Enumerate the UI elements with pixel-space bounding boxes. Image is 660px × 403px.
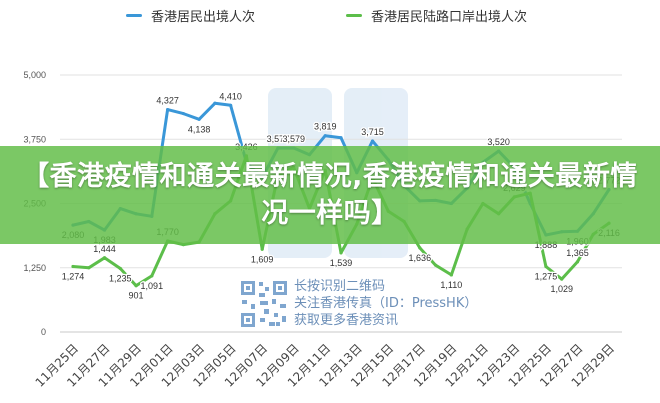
watermark-line: 关注香港传真（ID：PressHK） (294, 296, 478, 311)
legend-item-outbound[interactable]: 香港居民出境人次 (126, 6, 255, 25)
data-point (260, 247, 264, 251)
data-point (575, 260, 580, 264)
data-label: 1,110 (440, 280, 462, 290)
data-label: 3,577 (267, 134, 290, 144)
watermark: 长按识别二维码 关注香港传真（ID：PressHK） 获取更多香港资讯 (238, 278, 477, 334)
watermark-text: 长按识别二维码 关注香港传真（ID：PressHK） 获取更多香港资讯 (294, 278, 477, 329)
qr-code-icon (238, 278, 290, 330)
data-label: 1,275 (535, 271, 558, 281)
y-tick-label: 3,750 (23, 134, 46, 144)
data-point (165, 107, 170, 112)
data-point (213, 101, 217, 105)
data-label: 1,365 (566, 248, 589, 258)
data-point (339, 136, 343, 140)
data-label: 1,235 (109, 274, 132, 284)
y-tick-label: 0 (41, 327, 46, 337)
data-point (71, 264, 75, 269)
legend-swatch-icon (126, 14, 142, 17)
data-label: 3,520 (487, 137, 510, 147)
data-point (134, 284, 138, 288)
chart-legend: 香港居民出境人次 香港居民陆路口岸出境人次 (0, 4, 660, 26)
data-label: 4,327 (156, 96, 179, 106)
data-point (544, 264, 548, 269)
data-label: 4,410 (219, 91, 242, 101)
data-label: 1,636 (409, 253, 432, 263)
title-banner: 【香港疫情和通关最新情况,香港疫情和通关最新情况一样吗】 (0, 146, 660, 244)
y-tick-label: 1,250 (23, 263, 46, 273)
data-point (560, 277, 564, 281)
data-point (87, 266, 91, 270)
data-point (150, 274, 154, 278)
legend-label: 香港居民陆路口岸出境人次 (371, 9, 528, 24)
data-label: 1,444 (93, 244, 116, 254)
data-point (181, 111, 185, 116)
legend-swatch-icon (346, 14, 362, 17)
data-label: 3,819 (314, 122, 337, 132)
watermark-line: 长按识别二维码 (294, 279, 386, 294)
data-point (197, 117, 201, 121)
data-label: 1,274 (62, 272, 85, 282)
legend-label: 香港居民出境人次 (151, 9, 256, 24)
data-point (229, 103, 233, 107)
data-label: 1,029 (550, 284, 573, 294)
banner-title: 【香港疫情和通关最新情况,香港疫情和通关最新情况一样吗】 (22, 161, 638, 229)
watermark-line: 获取更多香港资讯 (294, 313, 399, 328)
data-point (433, 263, 438, 267)
y-tick-label: 5,000 (23, 70, 46, 80)
legend-item-land-port[interactable]: 香港居民陆路口岸出境人次 (346, 6, 527, 25)
data-label: 1,539 (330, 258, 353, 268)
data-point (118, 266, 122, 271)
data-label: 901 (129, 291, 144, 301)
data-label: 1,609 (251, 254, 274, 264)
data-point (449, 273, 453, 277)
data-point (339, 251, 343, 255)
data-point (418, 246, 422, 250)
data-point (370, 139, 375, 143)
data-point (102, 256, 107, 260)
data-label: 3,715 (361, 127, 384, 137)
data-label: 3,579 (282, 134, 305, 144)
data-point (323, 134, 327, 138)
data-label: 4,138 (188, 124, 211, 134)
data-label: 1,091 (141, 281, 164, 291)
